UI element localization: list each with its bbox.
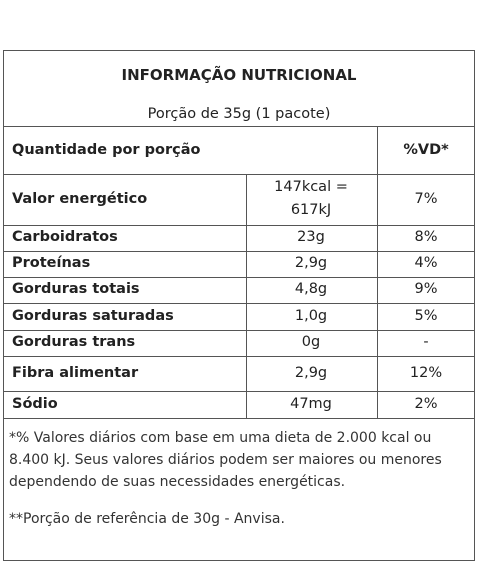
nutrient-amount: 147kcal = <box>274 179 348 195</box>
divider <box>4 225 474 226</box>
nutrient-name: Gorduras totais <box>12 281 140 297</box>
nutrient-amount: 47mg <box>290 396 332 412</box>
nutrient-name: Gorduras trans <box>12 334 136 350</box>
nutrient-amount: 2,9g <box>294 365 328 381</box>
serving-size: Porção de 35g (1 pacote) <box>147 106 331 122</box>
nutrient-dv: 2% <box>414 396 438 412</box>
column-divider <box>246 174 247 418</box>
divider <box>4 303 474 304</box>
nutrient-amount: 2,9g <box>294 255 328 271</box>
nutrient-dv: 9% <box>414 281 438 297</box>
nutrient-amount: 0g <box>301 334 321 350</box>
footnote-line: *% Valores diários com base em uma dieta… <box>9 430 432 446</box>
nutrition-table <box>3 50 475 561</box>
divider <box>4 418 474 419</box>
divider <box>4 174 474 175</box>
nutrient-name: Carboidratos <box>12 229 118 245</box>
footnote-line: dependendo de suas necessidades energéti… <box>9 474 346 490</box>
reference-note: **Porção de referência de 30g - Anvisa. <box>9 511 285 527</box>
divider <box>4 126 474 127</box>
nutrient-dv: 5% <box>414 308 438 324</box>
nutrient-amount: 1,0g <box>294 308 328 324</box>
divider <box>4 391 474 392</box>
nutrient-dv: 7% <box>414 191 438 207</box>
footnote-line: 8.400 kJ. Seus valores diários podem ser… <box>9 452 442 468</box>
nutrient-amount: 4,8g <box>294 281 328 297</box>
nutrient-dv: 12% <box>409 365 443 381</box>
nutrient-amount: 23g <box>297 229 325 245</box>
nutrient-name: Fibra alimentar <box>12 365 139 381</box>
divider <box>4 330 474 331</box>
divider <box>4 356 474 357</box>
nutrient-amount: 617kJ <box>290 202 332 218</box>
quantity-header: Quantidade por porção <box>12 142 201 158</box>
nutrient-name: Valor energético <box>12 191 148 207</box>
nutrient-dv: 8% <box>414 229 438 245</box>
dv-header: %VD* <box>403 142 449 158</box>
nutrient-dv: 4% <box>414 255 438 271</box>
nutrient-name: Gorduras saturadas <box>12 308 174 324</box>
nutrient-name: Proteínas <box>12 255 91 271</box>
nutrient-dv: - <box>423 334 429 350</box>
table-title: INFORMAÇÃO NUTRICIONAL <box>121 66 357 84</box>
nutrient-name: Sódio <box>12 396 58 412</box>
divider <box>4 277 474 278</box>
divider <box>4 251 474 252</box>
column-divider <box>377 126 378 418</box>
